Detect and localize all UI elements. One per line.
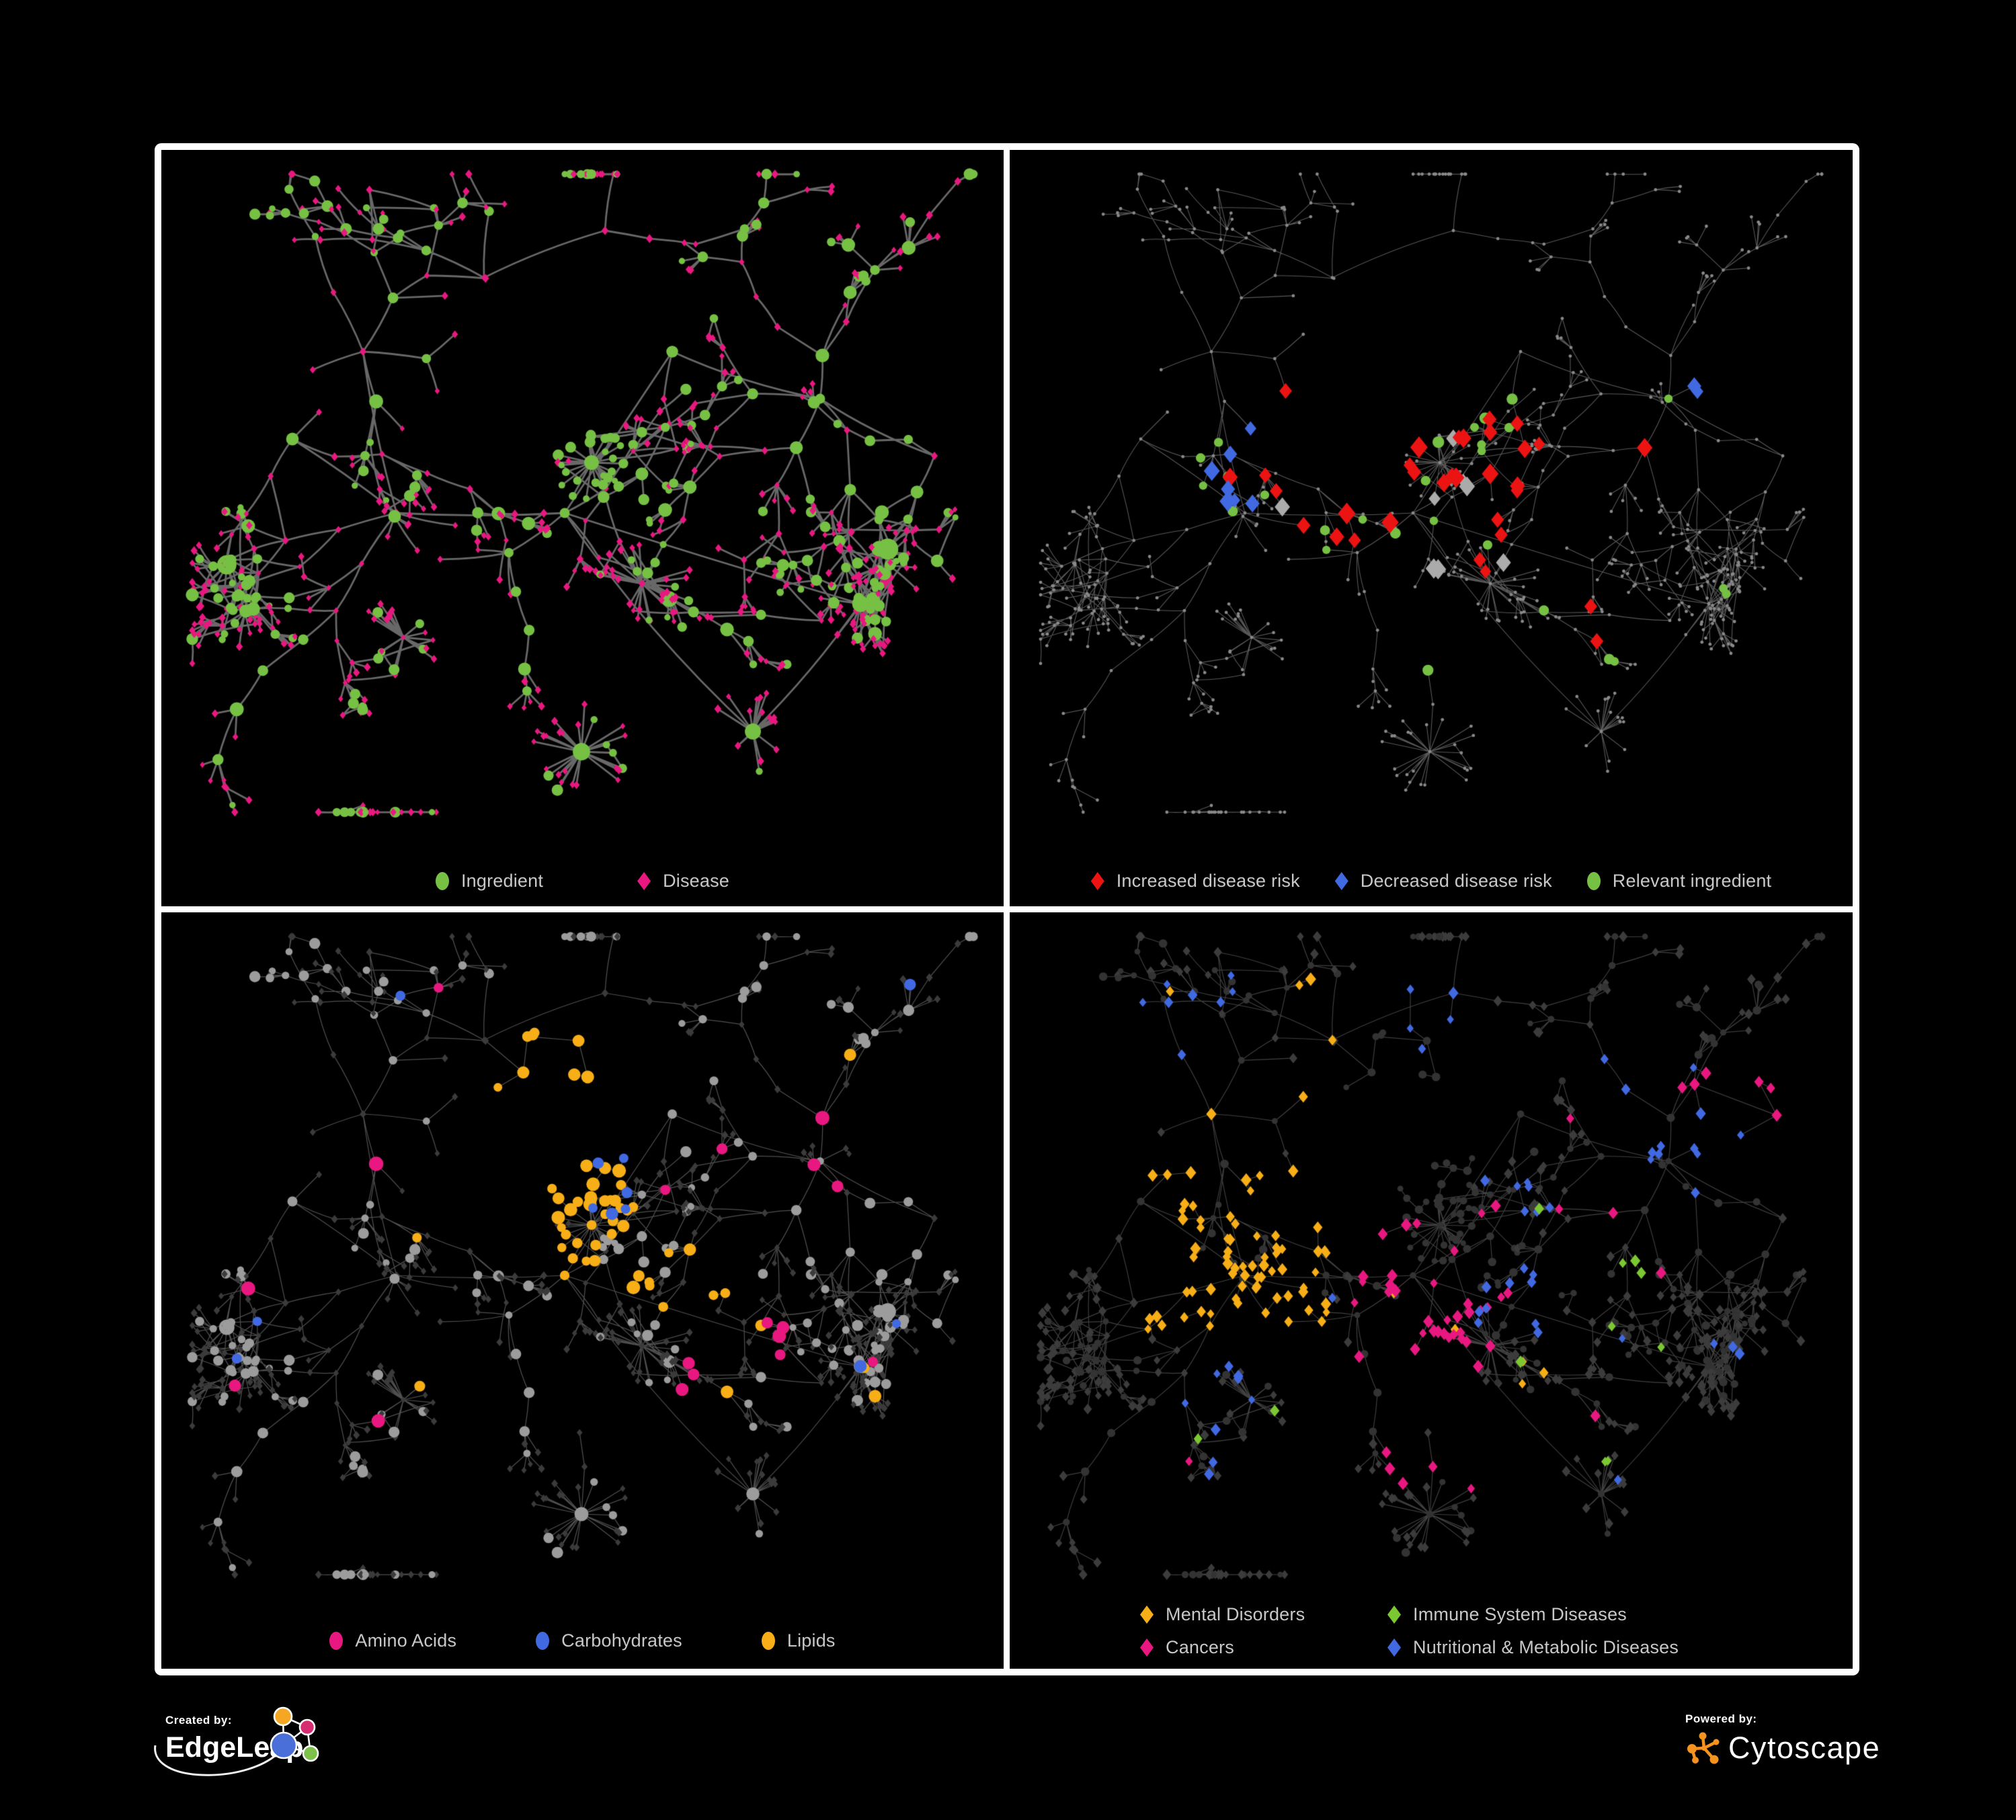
legend-disease-classes: Mental Disorders Immune System Diseases … — [1140, 1604, 1679, 1658]
legend-label-nutritional-metabolic: Nutritional & Metabolic Diseases — [1413, 1637, 1679, 1657]
legend-item: Decreased disease risk — [1334, 871, 1552, 892]
legend-label-mental-disorders: Mental Disorders — [1166, 1604, 1305, 1624]
legend-ingredient-disease: Ingredient Disease — [161, 871, 1004, 892]
relevant-ingredient-marker-icon — [1586, 872, 1601, 890]
cytoscape-credit: Powered by: Cytoscape — [1685, 1712, 1880, 1766]
legend-item: Cancers — [1140, 1637, 1387, 1658]
edgeleap-logo-icon — [154, 1706, 319, 1776]
cytoscape-wordmark: Cytoscape — [1728, 1731, 1881, 1765]
legend-label-relevant-ingredient: Relevant ingredient — [1612, 871, 1772, 891]
decreased-risk-marker-icon — [1334, 872, 1348, 890]
legend-item: Amino Acids — [329, 1630, 456, 1651]
created-by-label: Created by: — [165, 1714, 233, 1727]
legend-label-carbohydrates: Carbohydrates — [561, 1630, 682, 1651]
network-canvas-ingredient-disease — [161, 150, 1004, 906]
legend-label-ingredient: Ingredient — [460, 871, 544, 891]
increased-risk-marker-icon — [1090, 872, 1104, 890]
legend-label-immune-diseases: Immune System Diseases — [1413, 1604, 1627, 1624]
network-canvas-disease-risk — [1010, 150, 1853, 906]
legend-item: Immune System Diseases — [1387, 1604, 1679, 1625]
legend-item: Nutritional & Metabolic Diseases — [1387, 1637, 1679, 1658]
lipids-marker-icon — [761, 1632, 775, 1650]
legend-item: Increased disease risk — [1090, 871, 1300, 892]
legend-nutrient-classes: Amino Acids Carbohydrates Lipids — [161, 1630, 1004, 1651]
immune-diseases-marker-icon — [1387, 1606, 1401, 1624]
panel-disease-risk: Increased disease risk Decreased disease… — [1010, 150, 1853, 906]
legend-item: Relevant ingredient — [1586, 871, 1772, 892]
mental-disorders-marker-icon — [1140, 1606, 1154, 1624]
panel-disease-classes: Mental Disorders Immune System Diseases … — [1010, 912, 1853, 1669]
legend-item: Lipids — [761, 1630, 836, 1651]
ingredient-marker-icon — [435, 872, 449, 890]
network-canvas-nutrient-classes — [161, 912, 1004, 1669]
legend-label-decreased-risk: Decreased disease risk — [1360, 871, 1552, 891]
legend-item: Mental Disorders — [1140, 1604, 1387, 1625]
figure-frame: Ingredient Disease Increased disease ris… — [155, 143, 1859, 1675]
powered-by-label: Powered by: — [1685, 1712, 1757, 1725]
legend-item: Ingredient — [435, 871, 544, 892]
legend-label-increased-risk: Increased disease risk — [1116, 871, 1300, 891]
legend-label-amino-acids: Amino Acids — [355, 1630, 457, 1651]
legend-item: Carbohydrates — [536, 1630, 682, 1651]
legend-label-lipids: Lipids — [787, 1630, 836, 1651]
cytoscape-logo-icon — [1687, 1732, 1720, 1764]
panel-nutrient-classes: Amino Acids Carbohydrates Lipids — [161, 912, 1004, 1669]
disease-marker-icon — [637, 872, 651, 890]
legend-item: Disease — [637, 871, 729, 892]
nutritional-metabolic-marker-icon — [1387, 1638, 1401, 1657]
legend-disease-risk: Increased disease risk Decreased disease… — [1010, 871, 1853, 892]
panel-ingredient-disease: Ingredient Disease — [161, 150, 1004, 906]
network-canvas-disease-classes — [1010, 912, 1853, 1669]
carbohydrates-marker-icon — [536, 1632, 550, 1650]
cancers-marker-icon — [1140, 1638, 1154, 1657]
legend-label-cancers: Cancers — [1166, 1637, 1234, 1657]
amino-acids-marker-icon — [329, 1632, 344, 1650]
legend-label-disease: Disease — [663, 871, 730, 891]
